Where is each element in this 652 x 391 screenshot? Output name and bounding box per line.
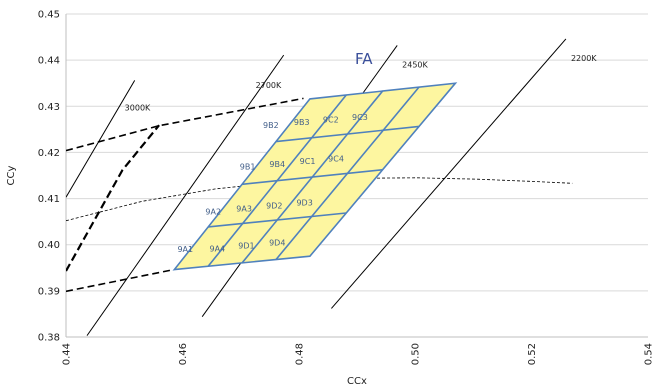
bin-label: 9A2 [205, 208, 221, 217]
bin-label: 9D1 [238, 241, 254, 250]
y-tick-label: 0.42 [38, 148, 60, 159]
fa-region [172, 82, 458, 271]
y-tick-label: 0.41 [38, 194, 60, 205]
cct-label: 2200K [571, 54, 597, 63]
y-tick-label: 0.45 [38, 10, 60, 21]
bin-label: 9B3 [294, 118, 310, 127]
cct-label: 3000K [125, 103, 151, 112]
bin-label: 9B2 [263, 121, 279, 130]
bin-label: 9B1 [240, 163, 256, 172]
x-tick-label: 0.46 [178, 343, 189, 365]
bin-label: 9A1 [177, 245, 193, 254]
y-axis-title: CCy [6, 165, 17, 185]
iso-cct-line [86, 54, 285, 336]
cct-label: 2700K [256, 81, 282, 90]
bin-divider [275, 125, 420, 143]
y-tick-label: 0.38 [38, 333, 60, 344]
boundary-bold-dashed-line [66, 124, 160, 272]
x-tick-label: 0.50 [411, 343, 422, 365]
bin-label: 9D4 [269, 239, 285, 248]
bin-label: 9A4 [209, 245, 225, 254]
bin-label: 9D2 [266, 201, 282, 210]
bin-label: 9C1 [300, 157, 316, 166]
y-tick-label: 0.43 [38, 102, 60, 113]
x-tick-label: 0.52 [527, 343, 538, 365]
boundary-dashed-line [66, 268, 174, 293]
bin-divider [241, 168, 383, 186]
bin-label: 9D3 [296, 198, 312, 207]
bin-divider [275, 86, 420, 261]
iso-cct-line [331, 38, 567, 309]
x-tick-label: 0.54 [644, 343, 652, 365]
y-tick-label: 0.40 [38, 240, 60, 251]
iso-cct-line [66, 80, 136, 198]
y-tick-label: 0.44 [38, 56, 60, 67]
bin-label: 9C4 [328, 155, 344, 164]
axes: 0.38 0.39 0.40 0.41 0.42 0.43 0.44 0.45 0.44 0.46… [38, 10, 652, 366]
bin-label: 9C2 [323, 115, 339, 124]
bin-label: 9C3 [352, 113, 368, 122]
y-tick-label: 0.39 [38, 286, 60, 297]
region-title: FA [355, 50, 373, 68]
x-tick-label: 0.48 [294, 343, 305, 365]
chart-labels: 3000K 2700K 2450K 2200K 9A1 9A4 9D1 9D4 9A2 9A3 9D… [125, 50, 598, 254]
x-tick-label: 0.44 [62, 343, 73, 365]
x-axis-title: CCx [347, 376, 367, 387]
bin-label: 9A3 [236, 204, 252, 213]
bin-label: 9B4 [269, 160, 285, 169]
cct-label: 2450K [402, 60, 428, 69]
